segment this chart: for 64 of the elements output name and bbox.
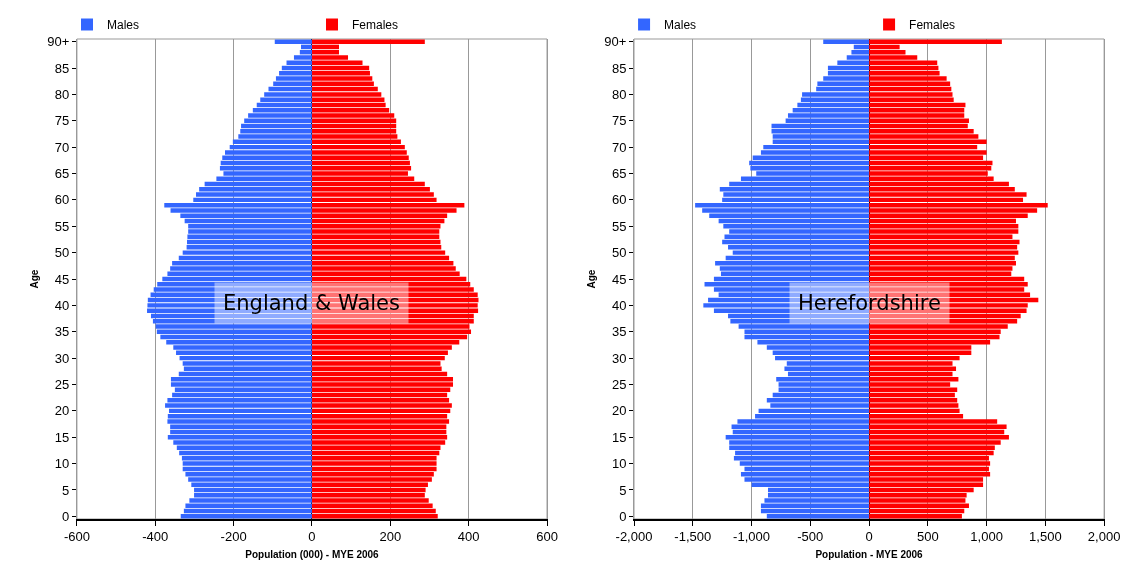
y-tick-label: 55 bbox=[54, 218, 70, 234]
legend-label: Females bbox=[909, 18, 956, 33]
x-tick-label: 200 bbox=[379, 529, 402, 545]
y-tick-label: 60 bbox=[611, 192, 627, 208]
y-tick-label: 75 bbox=[54, 113, 70, 129]
y-axis-title: Age bbox=[586, 269, 598, 289]
y-tick-label: 15 bbox=[611, 429, 627, 445]
y-tick-label: 35 bbox=[54, 324, 70, 340]
y-tick-label: 20 bbox=[611, 403, 627, 419]
x-tick-label: 500 bbox=[916, 529, 939, 545]
y-tick-label: 30 bbox=[611, 350, 627, 366]
x-tick-label: 2,000 bbox=[1087, 529, 1121, 545]
y-tick-label: 15 bbox=[54, 429, 70, 445]
y-tick-label: 10 bbox=[611, 456, 627, 472]
x-tick-label: -200 bbox=[220, 529, 247, 545]
y-tick-label: 45 bbox=[611, 271, 627, 287]
x-tick-label: 1,500 bbox=[1029, 529, 1062, 545]
x-tick-label: -600 bbox=[63, 529, 90, 545]
y-tick-label: 10 bbox=[54, 456, 70, 472]
y-tick-label: 75 bbox=[611, 113, 627, 129]
x-tick-label: -1,500 bbox=[674, 529, 712, 545]
x-tick-label: -400 bbox=[142, 529, 169, 545]
y-tick-label: 65 bbox=[611, 166, 627, 182]
y-tick-label: 70 bbox=[54, 139, 70, 155]
y-tick-label: 70 bbox=[611, 139, 627, 155]
y-tick-label: 80 bbox=[611, 86, 627, 102]
legend-label: Males bbox=[106, 18, 139, 33]
y-tick-label: 50 bbox=[54, 245, 70, 261]
x-tick-label: -500 bbox=[797, 529, 824, 545]
annotation: Herefordshire bbox=[798, 291, 941, 315]
x-tick-label: 600 bbox=[536, 529, 558, 545]
x-tick-label: -1,000 bbox=[733, 529, 770, 545]
y-tick-label: 25 bbox=[54, 377, 70, 393]
y-tick-label: 0 bbox=[62, 508, 70, 524]
y-tick-label: 35 bbox=[611, 324, 627, 340]
y-tick-label: 65 bbox=[54, 166, 70, 182]
legend-label: Males bbox=[664, 18, 697, 33]
x-axis-title: Population (000) - MYE 2006 bbox=[245, 549, 380, 561]
legend-label: Females bbox=[351, 18, 398, 33]
y-tick-label: 85 bbox=[54, 60, 70, 76]
x-tick-label: 0 bbox=[308, 529, 316, 545]
y-tick-label: 55 bbox=[611, 218, 627, 234]
y-tick-label: 60 bbox=[54, 192, 70, 208]
y-tick-label: 20 bbox=[54, 403, 70, 419]
x-tick-label: 400 bbox=[457, 529, 480, 545]
y-tick-label: 25 bbox=[611, 377, 627, 393]
y-tick-label: 0 bbox=[619, 508, 627, 524]
y-tick-label: 45 bbox=[54, 271, 70, 287]
y-tick-label: 30 bbox=[54, 350, 70, 366]
y-tick-label: 5 bbox=[62, 482, 70, 498]
y-tick-label: 90+ bbox=[47, 34, 70, 50]
x-tick-label: -2,000 bbox=[615, 529, 653, 545]
x-tick-label: 1,000 bbox=[970, 529, 1003, 545]
y-tick-label: 40 bbox=[54, 297, 70, 313]
y-tick-label: 80 bbox=[54, 86, 70, 102]
y-tick-label: 50 bbox=[611, 245, 627, 261]
x-axis-title: Population - MYE 2006 bbox=[815, 549, 924, 561]
y-tick-label: 5 bbox=[619, 482, 627, 498]
y-tick-label: 40 bbox=[611, 297, 627, 313]
y-axis-title: Age bbox=[29, 269, 41, 289]
y-tick-label: 90+ bbox=[604, 34, 627, 50]
x-tick-label: 0 bbox=[865, 529, 873, 545]
y-tick-label: 85 bbox=[611, 60, 627, 76]
annotation: England & Wales bbox=[223, 291, 400, 315]
